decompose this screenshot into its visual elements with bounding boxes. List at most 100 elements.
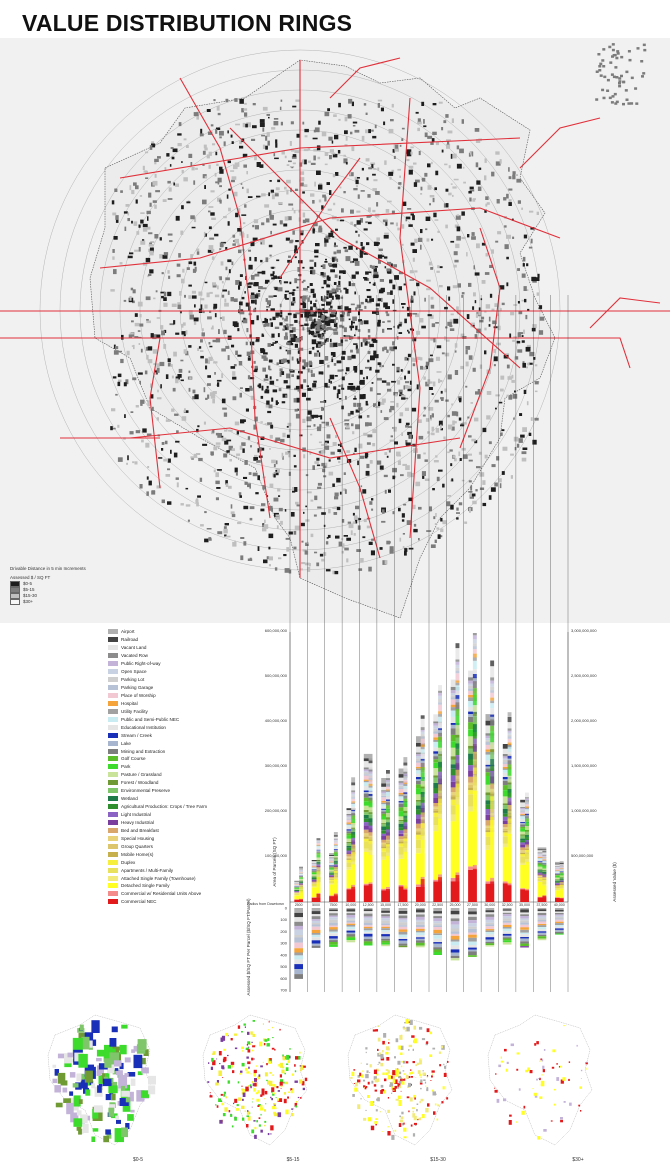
mini-parcel [439,1064,442,1067]
parcel [266,389,270,394]
area-bar-segment [537,874,547,877]
value-bar-segment [368,822,373,826]
parcel [481,242,486,246]
area-bar-segment [311,863,321,864]
parcel [278,495,281,497]
area-bar-segment [294,891,303,892]
parcel [215,337,221,343]
area-bar-segment [416,839,425,849]
mini-parcel [398,1123,402,1127]
parcel [130,287,134,291]
area-bar-segment [468,688,477,691]
mini-map-label: $30+ [572,1157,584,1163]
land-use-label: Pasture / Grassland [121,772,162,778]
mini-parcel [353,1069,356,1071]
parcel [291,374,294,377]
lower-bar-segment [520,937,529,939]
parcel [447,321,452,326]
parcel [332,263,338,268]
parcel [342,543,345,549]
parcel [365,298,368,303]
parcel [531,276,537,282]
value-bar-segment [403,812,408,816]
value-bar-segment [333,865,338,867]
parcel [472,306,475,310]
mini-parcel [418,1117,422,1121]
value-bar-segment [368,839,373,841]
parcel [484,272,490,275]
mini-parcel [410,1124,413,1127]
value-bar-segment [299,886,303,888]
parcel [500,388,504,392]
parcel [353,402,356,407]
mini-parcel [91,1083,96,1089]
mini-parcel [394,1079,398,1084]
parcel [532,280,537,283]
value-bar-segment [316,845,321,847]
area-bar-segment [294,895,303,896]
parcel [147,216,149,221]
parcel [329,149,334,153]
parcel [627,102,631,105]
value-bar-segment [507,732,512,735]
parcel [223,412,228,417]
area-bar-segment [433,788,442,794]
parcel [455,243,460,249]
parcel [412,215,415,221]
area-bar-segment [485,800,495,805]
parcel [274,567,278,571]
parcel [325,235,331,240]
mini-parcel [394,1086,398,1089]
parcel [270,189,274,193]
mini-parcel [258,1104,261,1107]
mini-parcel [295,1105,298,1108]
parcel [385,209,390,213]
parcel [402,533,405,535]
parcel [341,376,345,381]
parcel [181,416,187,421]
parcel [401,138,404,141]
parcel [599,74,603,77]
parcel [339,270,344,274]
area-bar-segment [398,794,408,797]
mini-parcel [399,1085,402,1089]
parcel [376,312,379,315]
lower-tick-label: 200 [280,929,287,934]
value-bar-segment [455,659,460,662]
parcel [247,375,251,380]
land-use-swatch [108,692,118,698]
area-bar-segment [381,804,390,807]
value-bar-segment [490,716,495,720]
parcel [420,357,423,361]
mini-parcel [279,1074,282,1078]
parcel [454,343,458,348]
parcel [318,344,321,348]
parcel [113,344,116,349]
parcel [356,306,359,309]
mini-parcel [534,1095,538,1098]
parcel [515,174,518,176]
parcel [313,222,318,227]
parcel [425,381,429,387]
lower-bar-segment [311,911,321,915]
value-bar-segment [316,846,321,848]
parcel [264,281,269,284]
parcel [237,228,242,232]
area-bar-segment [450,805,460,815]
mini-parcel [410,1076,413,1078]
parcel [163,302,168,307]
parcel [353,533,356,536]
parcel [149,242,152,245]
parcel [224,298,227,303]
mini-parcel [130,1109,135,1113]
parcel [379,402,385,405]
area-bar-segment [502,809,512,814]
parcel [335,294,339,298]
parcel [117,457,123,462]
mini-parcel [400,1034,403,1036]
parcel [239,301,243,306]
parcel [146,210,151,215]
parcel [396,366,400,371]
value-bar-segment [542,849,547,852]
value-bar-segment [472,743,477,752]
